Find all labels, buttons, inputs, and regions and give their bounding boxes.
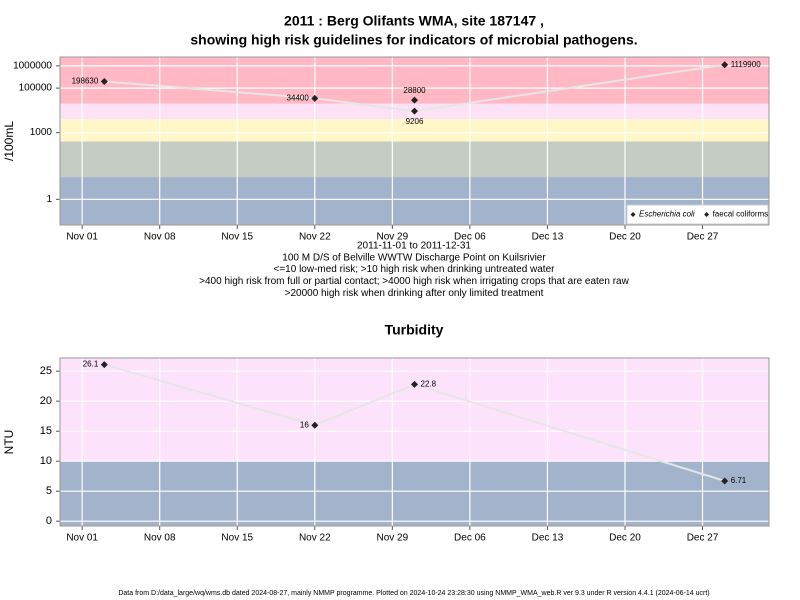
y-tick-label: 1 bbox=[46, 194, 52, 205]
x-tick-label: Dec 06 bbox=[454, 232, 486, 243]
risk-band bbox=[60, 358, 769, 462]
y-tick-label: 5 bbox=[46, 485, 52, 497]
y-tick-label: 20 bbox=[40, 395, 52, 407]
data-point bbox=[721, 61, 729, 69]
data-point bbox=[100, 77, 108, 85]
x-tick-label: Dec 06 bbox=[454, 533, 486, 544]
data-label: 6.71 bbox=[731, 476, 747, 485]
series-line bbox=[104, 63, 725, 113]
y-tick-label: 1000000 bbox=[13, 60, 52, 71]
plot-frame bbox=[59, 357, 770, 527]
data-label: 198630 bbox=[72, 77, 99, 86]
legend-marker bbox=[630, 212, 636, 217]
data-point bbox=[100, 361, 108, 369]
x-tick-label: Dec 13 bbox=[532, 232, 564, 243]
x-tick-label: Dec 20 bbox=[609, 232, 641, 243]
x-tick-label: Nov 01 bbox=[66, 533, 98, 544]
data-label: 34400 bbox=[287, 94, 310, 103]
x-tick-label: Dec 27 bbox=[687, 232, 719, 243]
legend-label: Escherichia coli bbox=[639, 210, 695, 219]
y-tick-label: 0 bbox=[46, 515, 52, 527]
y-tick-label: 100000 bbox=[19, 83, 53, 94]
note: <=10 low-med risk; >10 high risk when dr… bbox=[274, 264, 556, 275]
y-tick-label: 25 bbox=[40, 365, 52, 377]
y-tick-label: 15 bbox=[40, 425, 52, 437]
data-label: 9206 bbox=[406, 117, 424, 126]
legend-label: faecal coliforms bbox=[713, 210, 769, 219]
x-tick-label: Dec 13 bbox=[532, 533, 564, 544]
y-tick-label: 1000 bbox=[30, 127, 53, 138]
data-label: 16 bbox=[300, 420, 309, 429]
y-axis-label: NTU bbox=[2, 430, 16, 455]
y-axis-label: /100mL bbox=[2, 121, 16, 161]
risk-band bbox=[60, 461, 769, 526]
series-line bbox=[104, 363, 725, 482]
risk-band bbox=[60, 141, 769, 178]
legend-box bbox=[626, 204, 769, 225]
chart-title: 2011 : Berg Olifants WMA, site 187147 , bbox=[284, 13, 544, 29]
x-tick-label: Dec 20 bbox=[609, 533, 641, 544]
chart-title: Turbidity bbox=[385, 322, 444, 338]
data-point bbox=[311, 94, 319, 102]
x-tick-label: Nov 08 bbox=[144, 232, 176, 243]
note: >400 high risk from full or partial cont… bbox=[199, 276, 629, 287]
legend-marker bbox=[704, 212, 710, 217]
x-tick-label: Nov 08 bbox=[144, 533, 176, 544]
risk-band bbox=[60, 57, 769, 104]
x-tick-label: Nov 22 bbox=[299, 232, 331, 243]
x-tick-label: Nov 01 bbox=[66, 232, 98, 243]
plot-frame bbox=[59, 56, 770, 226]
chart-subtitle: showing high risk guidelines for indicat… bbox=[190, 32, 637, 48]
data-label: 1119900 bbox=[731, 60, 762, 69]
note: >20000 high risk when drinking after onl… bbox=[285, 288, 544, 299]
data-label: 26.1 bbox=[83, 360, 99, 369]
x-tick-label: Nov 29 bbox=[377, 533, 409, 544]
note: 2011-11-01 to 2011-12-31 bbox=[357, 241, 471, 252]
x-tick-label: Nov 15 bbox=[221, 232, 253, 243]
x-tick-label: Dec 27 bbox=[687, 533, 719, 544]
x-tick-label: Nov 22 bbox=[299, 533, 331, 544]
data-label: 22.8 bbox=[421, 380, 437, 389]
y-tick-label: 10 bbox=[40, 455, 52, 467]
data-point bbox=[411, 107, 418, 115]
note: 100 M D/S of Belville WWTW Discharge Poi… bbox=[282, 252, 546, 263]
data-point bbox=[411, 96, 418, 104]
data-point bbox=[311, 421, 319, 429]
data-point bbox=[411, 380, 418, 388]
x-tick-label: Nov 29 bbox=[377, 232, 409, 243]
data-point bbox=[721, 477, 729, 485]
footer: Data from D:/data_large/wq/wms.db dated … bbox=[118, 590, 709, 597]
x-tick-label: Nov 15 bbox=[221, 533, 253, 544]
data-label: 28800 bbox=[403, 86, 426, 95]
